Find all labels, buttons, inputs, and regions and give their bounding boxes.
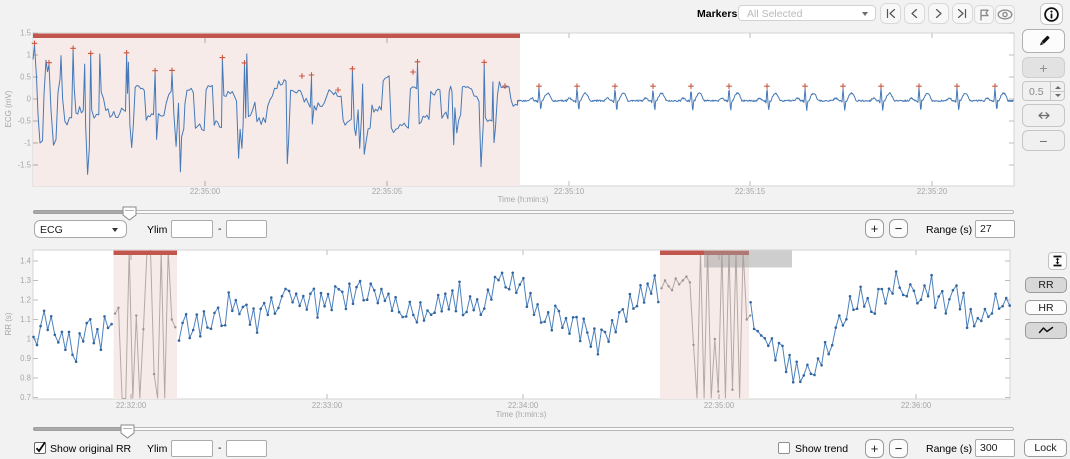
svg-text:22:34:00: 22:34:00: [508, 401, 539, 410]
svg-text:RR (s): RR (s): [4, 312, 13, 335]
svg-text:22:32:00: 22:32:00: [116, 401, 147, 410]
svg-text:-1.5: -1.5: [18, 160, 32, 169]
svg-text:1: 1: [27, 334, 31, 343]
svg-text:ECG (mV): ECG (mV): [4, 90, 13, 127]
svg-text:22:36:00: 22:36:00: [901, 401, 932, 410]
svg-text:22:35:00: 22:35:00: [704, 401, 735, 410]
svg-text:22:35:20: 22:35:20: [917, 187, 948, 196]
svg-text:-0.5: -0.5: [18, 116, 32, 125]
svg-text:1.5: 1.5: [20, 28, 32, 37]
svg-text:1.4: 1.4: [20, 256, 32, 265]
svg-text:0.9: 0.9: [20, 354, 31, 363]
svg-text:0: 0: [27, 94, 32, 103]
svg-text:22:35:00: 22:35:00: [190, 187, 221, 196]
svg-text:22:33:00: 22:33:00: [312, 401, 343, 410]
svg-text:0.5: 0.5: [20, 72, 32, 81]
svg-text:1.1: 1.1: [20, 315, 31, 324]
svg-text:22:35:10: 22:35:10: [554, 187, 585, 196]
svg-text:1: 1: [27, 50, 31, 59]
svg-text:Time (h:min:s): Time (h:min:s): [498, 195, 549, 204]
svg-text:-1: -1: [24, 138, 31, 147]
svg-text:22:35:15: 22:35:15: [735, 187, 766, 196]
svg-text:22:35:05: 22:35:05: [372, 187, 403, 196]
svg-text:0.8: 0.8: [20, 373, 31, 382]
svg-text:0.7: 0.7: [20, 393, 31, 402]
svg-text:Time (h:min:s): Time (h:min:s): [496, 410, 547, 419]
svg-text:1.3: 1.3: [20, 276, 31, 285]
svg-text:1.2: 1.2: [20, 295, 31, 304]
